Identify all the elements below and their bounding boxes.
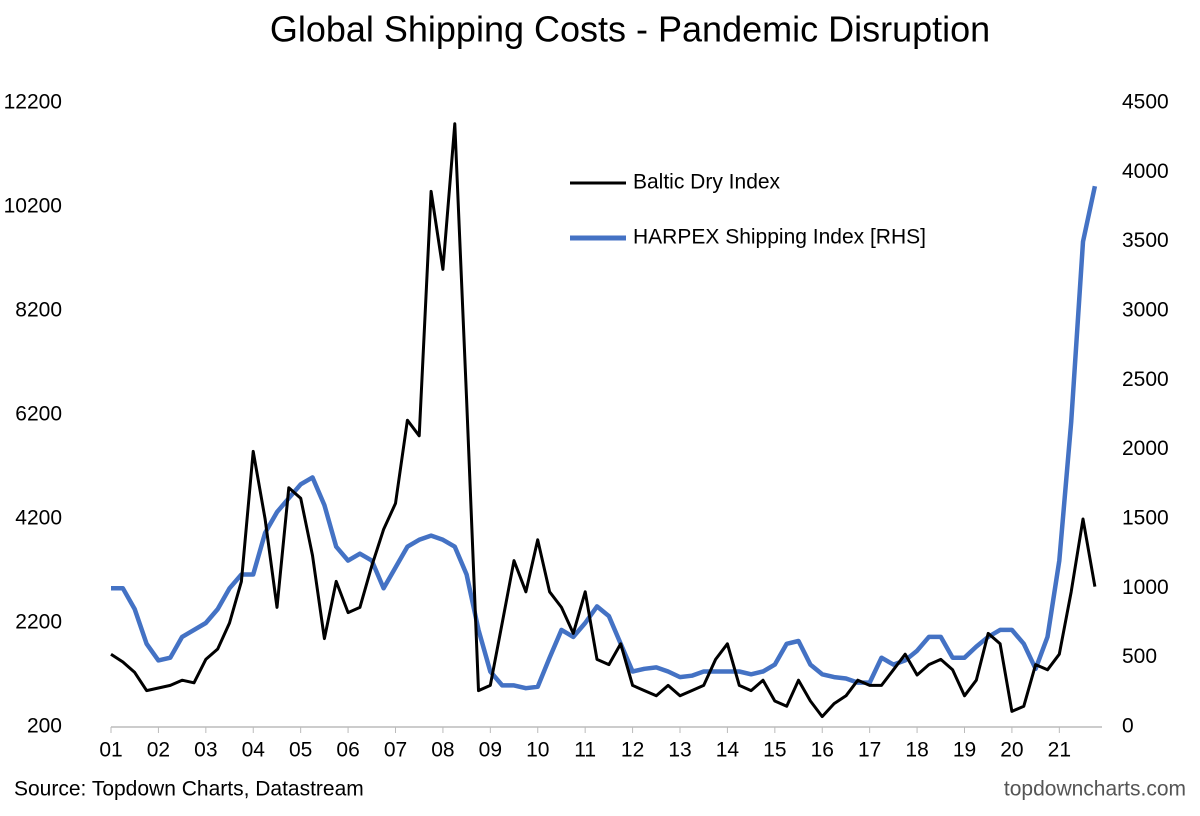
x-tick-label: 09 xyxy=(479,739,502,762)
source: Source: Topdown Charts, Datastream xyxy=(14,778,364,801)
y2-tick-label: 3500 xyxy=(1122,229,1169,252)
x-tick-label: 12 xyxy=(621,739,644,762)
legend-label: Baltic Dry Index xyxy=(633,171,781,194)
y2-tick-label: 1500 xyxy=(1122,507,1169,530)
y2-tick-label: 500 xyxy=(1122,645,1157,668)
y2-tick-label: 3000 xyxy=(1122,299,1169,322)
x-tick-label: 07 xyxy=(384,739,407,762)
x-tick-label: 08 xyxy=(431,739,454,762)
x-tick-label: 15 xyxy=(763,739,786,762)
y-tick-label: 10200 xyxy=(4,195,62,218)
x-tick-label: 05 xyxy=(289,739,312,762)
x-tick-label: 17 xyxy=(858,739,881,762)
x-tick-label: 21 xyxy=(1048,739,1071,762)
y-tick-label: 6200 xyxy=(15,403,62,426)
y-tick-label: 8200 xyxy=(15,299,62,322)
x-tick-label: 14 xyxy=(716,739,740,762)
x-tick-label: 06 xyxy=(336,739,359,762)
y2-tick-label: 2500 xyxy=(1122,368,1169,391)
y2-tick-label: 4000 xyxy=(1122,160,1169,183)
x-tick-label: 19 xyxy=(953,739,976,762)
y2-tick-label: 1000 xyxy=(1122,576,1169,599)
x-tick-label: 10 xyxy=(526,739,549,762)
y-tick-label: 2200 xyxy=(15,611,62,634)
chart-title: Global Shipping Costs - Pandemic Disrupt… xyxy=(270,9,990,50)
y-tick-label: 12200 xyxy=(4,91,62,114)
x-tick-label: 03 xyxy=(194,739,217,762)
x-tick-label: 16 xyxy=(811,739,834,762)
y2-tick-label: 4500 xyxy=(1122,91,1169,114)
y2-tick-label: 2000 xyxy=(1122,437,1169,460)
x-tick-label: 20 xyxy=(1000,739,1023,762)
x-tick-label: 11 xyxy=(574,739,596,762)
x-tick-label: 18 xyxy=(905,739,928,762)
x-tick-label: 04 xyxy=(242,739,266,762)
watermark: topdowncharts.com xyxy=(1004,778,1186,801)
y-tick-label: 200 xyxy=(27,715,62,738)
y-tick-label: 4200 xyxy=(15,507,62,530)
y2-tick-label: 0 xyxy=(1122,715,1134,738)
x-tick-label: 13 xyxy=(668,739,691,762)
x-tick-label: 01 xyxy=(99,739,122,762)
legend-label: HARPEX Shipping Index [RHS] xyxy=(633,226,926,249)
series-line xyxy=(111,185,1098,691)
x-tick-label: 02 xyxy=(147,739,170,762)
series-line xyxy=(110,122,1097,719)
